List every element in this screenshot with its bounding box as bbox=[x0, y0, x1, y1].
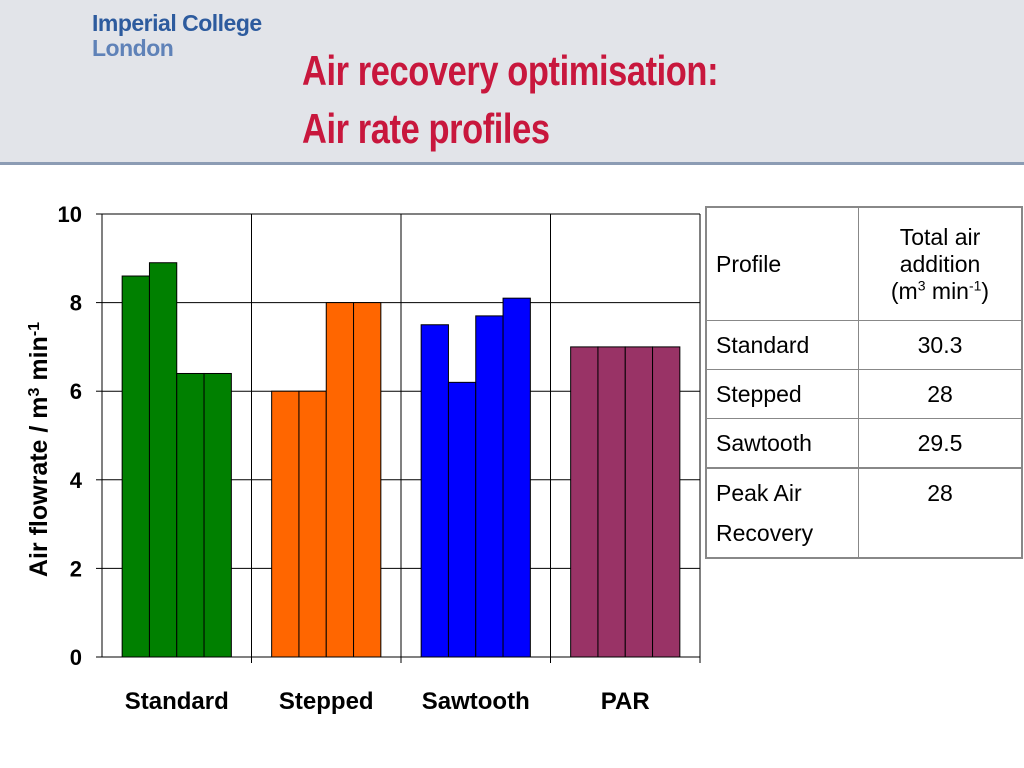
bar bbox=[447, 381, 477, 658]
table-row: Standard 30.3 bbox=[705, 320, 1023, 370]
logo-line1: Imperial College bbox=[92, 10, 262, 36]
x-tick-label: Stepped bbox=[279, 688, 374, 715]
row-value: 28 bbox=[858, 467, 1023, 559]
bar bbox=[502, 297, 531, 658]
air-rate-chart: Standard Stepped Sawtooth PAR 0 2 4 6 8 10 Air flo… bbox=[25, 202, 701, 715]
bar bbox=[121, 275, 150, 658]
logo: Imperial College London bbox=[92, 10, 262, 60]
table-row: Peak Air Recovery 28 bbox=[705, 467, 1023, 559]
row-profile: Sawtooth bbox=[705, 418, 859, 469]
row-value: 29.5 bbox=[858, 418, 1023, 469]
air-addition-table: Profile Total air addition (m3 min-1) St… bbox=[705, 206, 1023, 559]
slide-title-line2: Air rate profiles bbox=[302, 105, 550, 152]
x-tick-label: Sawtooth bbox=[422, 688, 530, 715]
x-tick-label: Standard bbox=[125, 688, 229, 715]
y-tick-label: 6 bbox=[70, 379, 82, 404]
slide-header: Imperial College London Air recovery opt… bbox=[0, 0, 1024, 165]
bar bbox=[298, 390, 327, 658]
bar bbox=[624, 346, 654, 658]
bar bbox=[176, 372, 205, 658]
slide-title: Air recovery optimisation: Air rate prof… bbox=[302, 42, 719, 158]
bar bbox=[420, 324, 449, 658]
bar bbox=[353, 302, 382, 658]
row-profile: Standard bbox=[705, 320, 859, 370]
bar bbox=[271, 390, 300, 658]
bar bbox=[203, 372, 232, 658]
table-row: Sawtooth 29.5 bbox=[705, 418, 1023, 469]
y-axis-label: Air flowrate / m3 min-1 bbox=[25, 322, 53, 577]
header-total-line2: addition bbox=[899, 250, 981, 277]
y-tick-label: 8 bbox=[70, 291, 82, 316]
x-tick-label: PAR bbox=[601, 688, 650, 715]
header-total-line1: Total air bbox=[899, 223, 981, 250]
bar bbox=[475, 315, 504, 658]
y-tick-label: 2 bbox=[70, 556, 82, 581]
bar bbox=[652, 346, 681, 658]
y-tick-label: 4 bbox=[70, 468, 83, 493]
bar bbox=[148, 262, 178, 658]
row-profile: Stepped bbox=[705, 369, 859, 419]
row-profile: Peak Air Recovery bbox=[705, 467, 859, 559]
slide-title-line1: Air recovery optimisation: bbox=[302, 47, 719, 94]
y-tick-label: 10 bbox=[58, 202, 82, 227]
table-row: Stepped 28 bbox=[705, 369, 1023, 419]
y-tick-label: 0 bbox=[70, 645, 82, 670]
table-header-row: Profile Total air addition (m3 min-1) bbox=[705, 206, 1023, 321]
row-value: 28 bbox=[858, 369, 1023, 419]
bar bbox=[597, 346, 626, 658]
row-value: 30.3 bbox=[858, 320, 1023, 370]
header-profile: Profile bbox=[705, 206, 859, 321]
bar bbox=[570, 346, 599, 658]
bar bbox=[325, 302, 355, 658]
logo-line2: London bbox=[92, 35, 174, 61]
header-total: Total air addition (m3 min-1) bbox=[858, 206, 1023, 321]
header-unit: (m3 min-1) bbox=[890, 276, 990, 304]
